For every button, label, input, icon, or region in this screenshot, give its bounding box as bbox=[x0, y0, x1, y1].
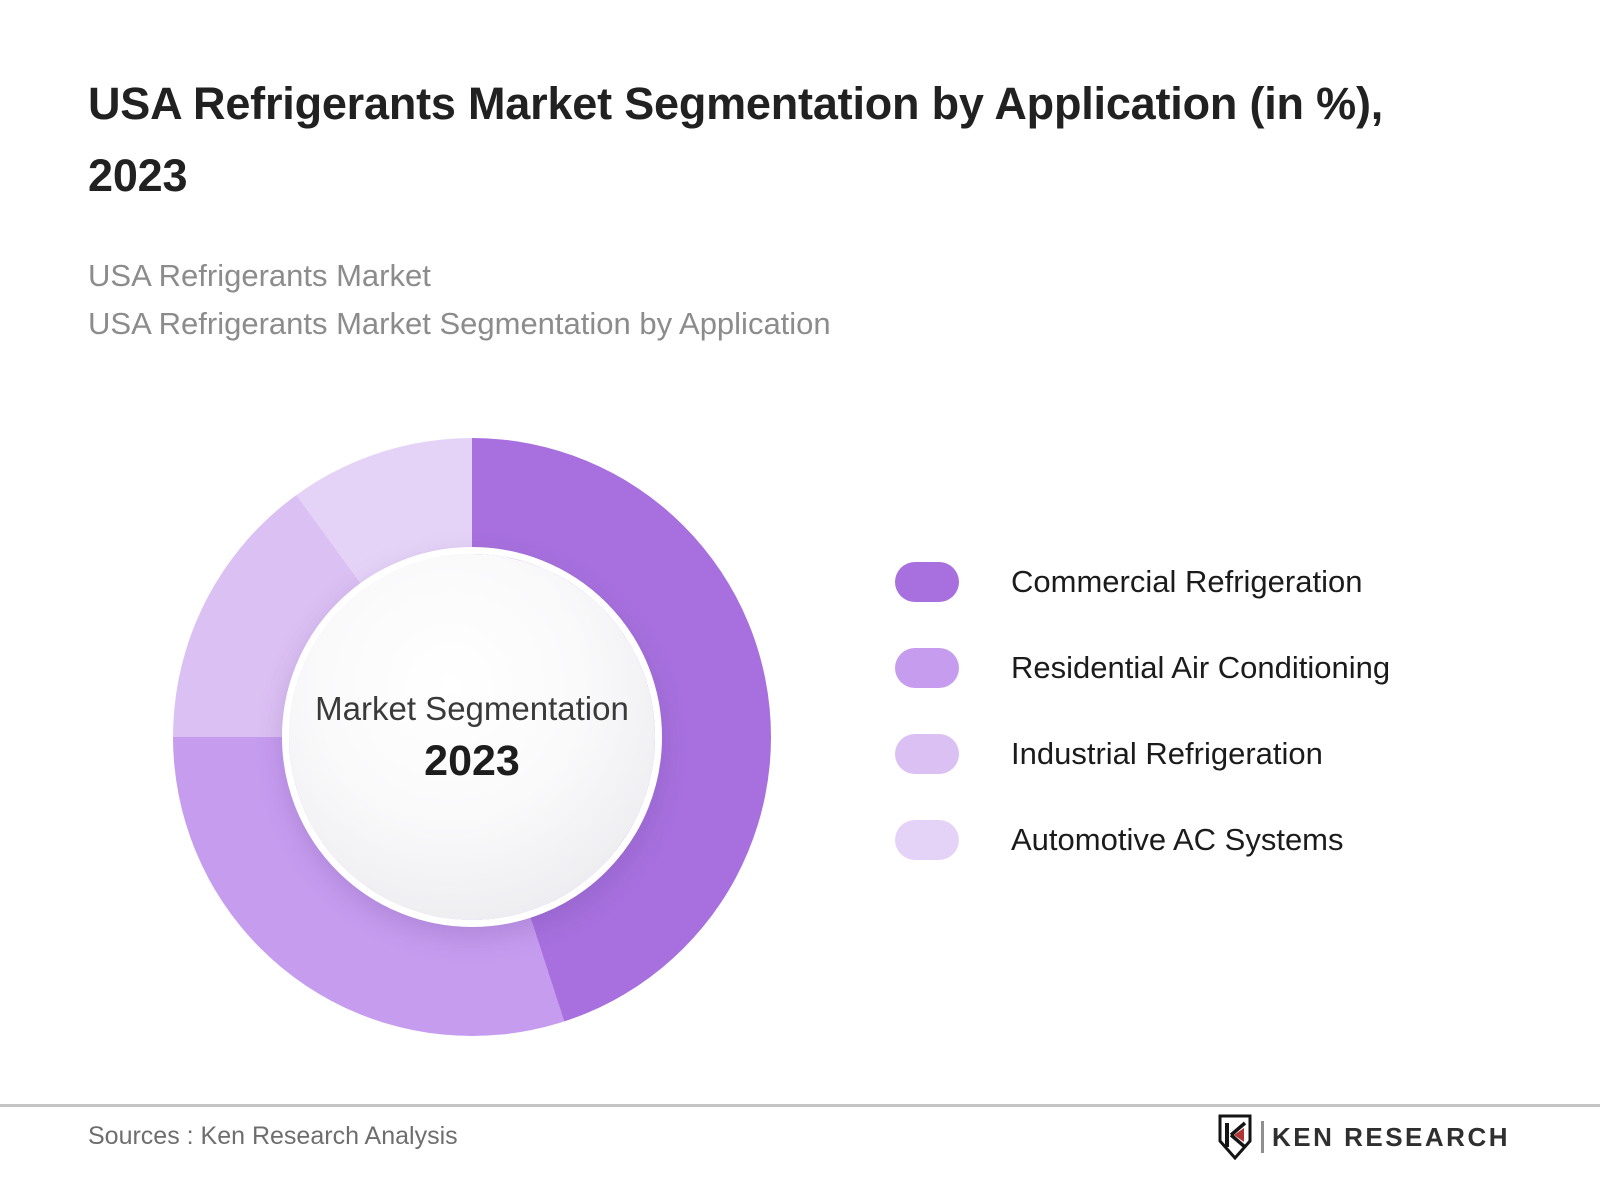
legend-swatch-icon bbox=[895, 562, 959, 602]
donut-center-year: 2023 bbox=[424, 737, 520, 786]
legend-label: Residential Air Conditioning bbox=[1011, 650, 1391, 685]
legend-item-industrial-refrigeration: Industrial Refrigeration bbox=[895, 734, 1390, 774]
legend-item-residential-air-conditioning: Residential Air Conditioning bbox=[895, 648, 1390, 688]
logo-wordmark: KEN RESEARCH bbox=[1271, 1121, 1510, 1152]
source-text: Sources : Ken Research Analysis bbox=[88, 1122, 458, 1150]
legend-swatch-icon bbox=[895, 648, 959, 688]
legend-swatch-icon bbox=[895, 820, 959, 860]
donut-center-label: Market Segmentation bbox=[315, 689, 629, 727]
footer-divider bbox=[0, 1104, 1600, 1107]
ken-research-logo: KEN RESEARCH bbox=[1215, 1112, 1510, 1162]
legend-swatch-icon bbox=[895, 734, 959, 774]
donut-center: Market Segmentation 2023 bbox=[282, 547, 662, 927]
page-title: USA Refrigerants Market Segmentation by … bbox=[88, 78, 1384, 201]
ken-research-shield-icon bbox=[1218, 1114, 1252, 1160]
subtitle-line-2: USA Refrigerants Market Segmentation by … bbox=[88, 306, 831, 342]
legend-item-automotive-ac-systems: Automotive AC Systems bbox=[895, 820, 1390, 860]
legend-label: Automotive AC Systems bbox=[1011, 822, 1344, 857]
logo-divider bbox=[1260, 1121, 1264, 1153]
legend-label: Commercial Refrigeration bbox=[1011, 564, 1363, 599]
subtitle: USA Refrigerants Market USA Refrigerants… bbox=[88, 252, 1388, 348]
chart-legend: Commercial Refrigeration Residential Air… bbox=[895, 562, 1390, 906]
subtitle-line-1: USA Refrigerants Market bbox=[88, 258, 431, 293]
legend-item-commercial-refrigeration: Commercial Refrigeration bbox=[895, 562, 1390, 602]
legend-label: Industrial Refrigeration bbox=[1011, 736, 1323, 771]
